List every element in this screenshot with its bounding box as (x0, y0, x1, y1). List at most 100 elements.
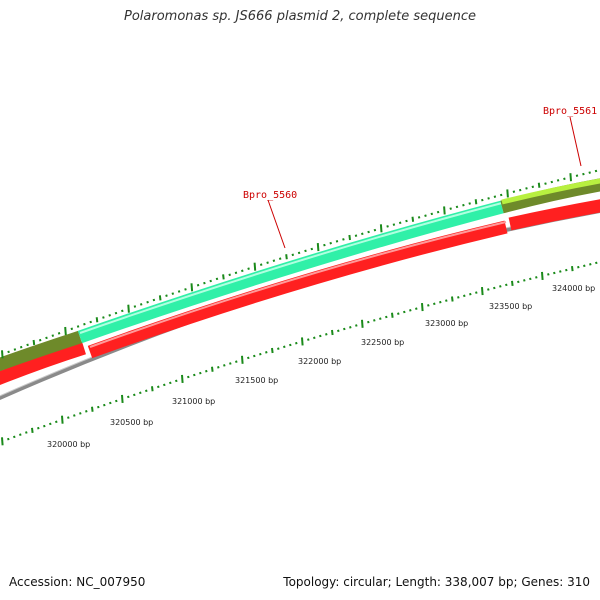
scale-tick (457, 296, 460, 299)
scale-labels: 320000 bp 320500 bp 321000 bp 321500 bp … (47, 284, 595, 449)
scale-tick (234, 271, 238, 275)
scale-tick (222, 274, 225, 280)
scale-tick (285, 254, 288, 260)
scale-tick (361, 319, 364, 328)
scale-tick-row (1, 261, 598, 446)
scale-tick (499, 193, 503, 197)
scale-tick (499, 285, 502, 288)
scale-tick (199, 371, 202, 375)
scale-tick (575, 174, 579, 177)
scale-tick (175, 379, 178, 383)
scale-label: 324000 bp (552, 284, 595, 293)
scale-tick (411, 216, 415, 222)
scale-tick (85, 410, 88, 413)
scale-tick (348, 234, 351, 241)
scale-tick (211, 366, 214, 372)
scale-tick (89, 320, 92, 324)
scale-tick (19, 433, 22, 436)
scale-tick (51, 334, 55, 337)
gene-arrow[interactable] (0, 330, 83, 372)
scale-tick (325, 333, 328, 336)
gene-label-bpro-5560[interactable]: Bpro_5560 (243, 190, 297, 249)
scale-tick (102, 316, 105, 319)
scale-tick (95, 317, 99, 323)
scale-tick (7, 350, 10, 354)
scale-tick (449, 207, 452, 210)
gene-arrow[interactable] (500, 178, 600, 214)
scale-tick (589, 263, 592, 266)
scale-tick (409, 309, 412, 312)
scale-tick (445, 299, 448, 302)
scale-tick (430, 212, 434, 216)
scale-tick (517, 280, 520, 284)
scale-tick (385, 315, 388, 319)
scale-tick (474, 199, 478, 205)
scale-tick (512, 190, 516, 193)
scale-tick (32, 339, 36, 346)
gene-arrow[interactable] (508, 199, 600, 231)
scale-tick (337, 329, 340, 333)
scale-tick (392, 223, 396, 226)
scale-tick (481, 198, 484, 202)
scale-tick (193, 373, 196, 377)
scale-tick (379, 317, 382, 320)
scale-tick (79, 412, 82, 415)
scale-tick (451, 296, 454, 302)
scale-tick (133, 393, 136, 397)
scale-tick (373, 319, 376, 322)
scale-label: 321500 bp (235, 376, 278, 385)
scale-tick (171, 292, 175, 295)
topology-stats-text: Topology: circular; Length: 338,007 bp; … (283, 575, 590, 589)
scale-tick (493, 286, 496, 290)
scale-tick (569, 173, 572, 182)
scale-tick (481, 287, 484, 296)
scale-tick (25, 431, 28, 434)
scale-tick (531, 185, 535, 189)
gene-arrow[interactable] (0, 341, 86, 386)
scale-tick (563, 177, 566, 181)
scale-tick (247, 356, 250, 360)
scale-tick (196, 283, 200, 287)
scale-tick (259, 263, 263, 266)
scale-tick (436, 210, 440, 214)
scale-tick (109, 401, 112, 405)
scale-tick (91, 406, 94, 412)
scale-tick (307, 338, 310, 341)
reverse-strand-genes (0, 199, 600, 386)
scale-tick (228, 273, 231, 277)
scale-tick (487, 288, 490, 291)
gene-label-bpro-5561[interactable]: Bpro_5561 (543, 106, 597, 167)
scale-tick (529, 277, 532, 281)
scale-tick (594, 169, 598, 173)
scale-tick (97, 405, 100, 409)
scale-tick (283, 345, 286, 349)
scale-tick (31, 427, 34, 434)
gene-label-text: Bpro_5561 (543, 106, 597, 117)
scale-tick (139, 303, 143, 306)
scale-tick (13, 348, 17, 351)
scale-tick (403, 310, 406, 314)
scale-tick (541, 271, 544, 280)
scale-tick (525, 187, 528, 190)
scale-tick (247, 267, 250, 270)
scale-tick (114, 311, 118, 315)
scale-tick (127, 304, 130, 313)
scale-tick (133, 305, 137, 308)
scale-tick (343, 327, 346, 331)
scale-tick (43, 424, 46, 428)
scale-tick (397, 312, 400, 315)
scale-tick (151, 386, 154, 392)
gene-arrow[interactable] (77, 200, 504, 344)
scale-tick (323, 243, 326, 247)
gene-arrow[interactable] (87, 220, 508, 359)
scale-tick (169, 381, 172, 385)
scale-tick (588, 171, 591, 174)
scale-tick (537, 182, 541, 188)
scale-label: 323000 bp (425, 319, 468, 328)
scale-tick (241, 355, 244, 364)
scale-tick (229, 362, 232, 365)
scale-tick (115, 399, 118, 403)
scale-tick (335, 240, 339, 243)
